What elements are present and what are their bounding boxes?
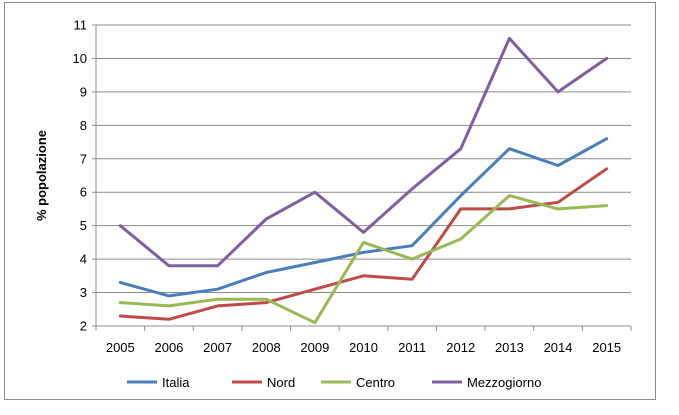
y-tick-label: 5 [80, 218, 87, 233]
y-tick-label: 10 [73, 51, 87, 66]
y-tick-label: 3 [80, 285, 87, 300]
y-tick-label: 4 [80, 252, 87, 267]
series-line-mezzogiorno [118, 36, 609, 268]
legend-label: Nord [267, 375, 295, 390]
legend-item-mezzogiorno: Mezzogiorno [432, 375, 541, 390]
chart-frame [4, 2, 656, 400]
x-tick-label: 2009 [300, 340, 329, 355]
series-line-italia [118, 137, 609, 298]
legend: Italia Nord Centro Mezzogiorno [127, 375, 541, 390]
y-tick-label: 8 [80, 118, 87, 133]
series-line-nord [118, 167, 609, 321]
y-tick-labels: 2 3 4 5 6 7 8 9 10 11 [73, 18, 87, 334]
y-tick-label: 9 [80, 84, 87, 99]
legend-label: Centro [356, 375, 395, 390]
y-tick-label: 11 [74, 18, 88, 33]
x-tick-label: 2015 [592, 340, 621, 355]
x-tick-label: 2014 [544, 340, 573, 355]
y-axis-label: % popolazione [34, 130, 49, 221]
x-tick-labels: 2005 2006 2007 2008 2009 2010 2011 2012 2013 2014… [106, 340, 621, 355]
legend-item-nord: Nord [232, 375, 295, 390]
y-tick-label: 2 [80, 319, 87, 334]
y-tick-label: 7 [80, 151, 87, 166]
legend-item-italia: Italia [127, 375, 190, 390]
legend-label: Italia [162, 375, 190, 390]
series-line-centro [118, 194, 609, 325]
legend-item-centro: Centro [321, 375, 395, 390]
x-tick-label: 2010 [349, 340, 378, 355]
axes [92, 24, 632, 331]
x-tick-label: 2007 [203, 340, 232, 355]
x-tick-label: 2013 [495, 340, 524, 355]
y-tick-label: 6 [80, 185, 87, 200]
x-tick-label: 2006 [154, 340, 183, 355]
x-tick-label: 2008 [252, 340, 281, 355]
x-tick-label: 2011 [398, 340, 426, 355]
x-tick-label: 2005 [106, 340, 135, 355]
series-lines [118, 36, 609, 325]
legend-label: Mezzogiorno [467, 375, 541, 390]
x-tick-label: 2012 [446, 340, 475, 355]
